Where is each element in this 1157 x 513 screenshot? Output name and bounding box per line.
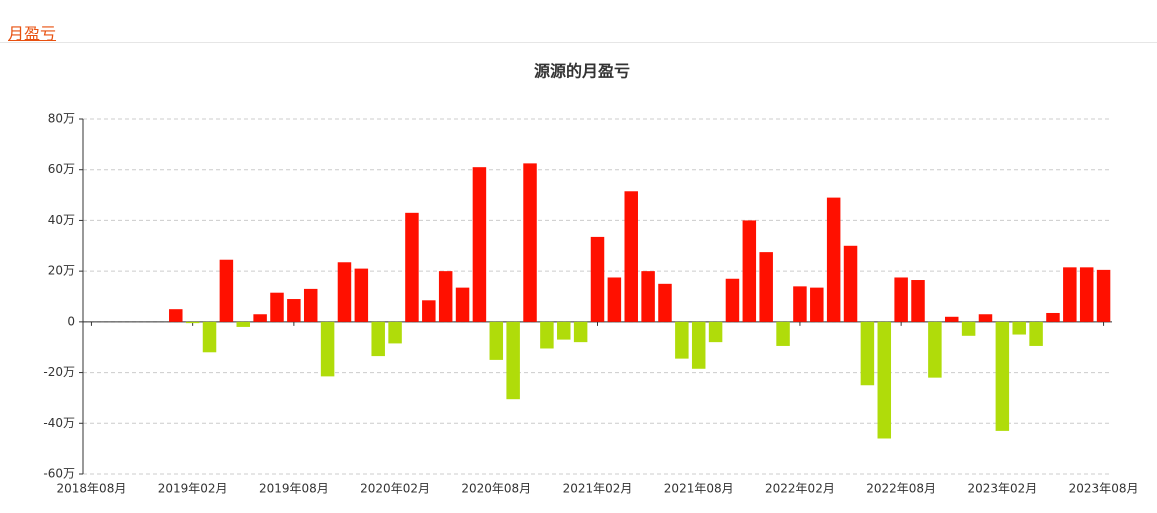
bar (371, 321, 385, 357)
y-tick-label: 20万 (48, 264, 75, 278)
bar (894, 277, 908, 322)
bar (202, 321, 217, 353)
bar (978, 314, 993, 322)
bar (1079, 267, 1094, 322)
divider (0, 42, 1157, 43)
bar (624, 191, 638, 322)
bar (641, 271, 655, 322)
bar (169, 309, 183, 322)
bar (810, 287, 824, 322)
bar (405, 212, 419, 322)
y-tick-label: 60万 (48, 162, 75, 176)
bar (422, 300, 436, 322)
bar (489, 321, 504, 360)
bar (438, 271, 453, 322)
bar (472, 167, 487, 322)
bar (557, 321, 571, 340)
tab-title[interactable]: 月盈亏 (8, 24, 57, 43)
bar (253, 314, 267, 322)
bar (877, 321, 892, 439)
bar (236, 321, 251, 327)
bar (742, 220, 757, 322)
bar (540, 321, 554, 349)
y-tick-label: 80万 (48, 112, 75, 126)
bar (354, 268, 369, 322)
bar (691, 321, 706, 369)
bar (675, 321, 689, 359)
x-tick-label: 2020年08月 (461, 482, 531, 496)
y-tick-label: 40万 (48, 213, 75, 227)
bar (185, 321, 200, 324)
x-tick-label: 2022年02月 (765, 482, 835, 496)
bar (944, 316, 959, 322)
bar (388, 321, 402, 344)
x-tick-label: 2023年02月 (967, 482, 1037, 496)
bar (928, 321, 942, 378)
bar (219, 259, 234, 322)
bar (320, 321, 335, 377)
bar (725, 278, 740, 322)
bar (590, 236, 605, 322)
bar (455, 287, 470, 322)
bar (573, 321, 588, 343)
bar (523, 163, 537, 322)
x-tick-label: 2019年08月 (259, 482, 329, 496)
x-tick-label: 2022年08月 (866, 482, 936, 496)
bar (860, 321, 875, 386)
x-tick-label: 2019年02月 (158, 482, 228, 496)
bar (1012, 321, 1026, 335)
bar (658, 283, 672, 322)
bar (759, 252, 773, 322)
y-tick-label: -40万 (43, 416, 75, 430)
bar (1096, 269, 1111, 322)
bar (270, 292, 284, 322)
bar (337, 262, 352, 322)
bar (1029, 321, 1043, 346)
x-tick-label: 2021年08月 (664, 482, 734, 496)
y-tick-label: 0 (67, 314, 75, 328)
bar (303, 288, 318, 322)
bar (793, 286, 807, 322)
bar (826, 197, 841, 322)
bar (1063, 267, 1077, 322)
bar (506, 321, 520, 400)
bar (843, 245, 858, 322)
x-tick-label: 2020年02月 (360, 482, 430, 496)
bar (708, 321, 723, 343)
bar (776, 321, 790, 346)
x-tick-label: 2021年02月 (563, 482, 633, 496)
bar (911, 280, 925, 322)
bar (995, 321, 1010, 431)
bar (961, 321, 976, 336)
bar (1046, 312, 1060, 322)
bar (607, 277, 622, 322)
y-tick-label: -60万 (43, 467, 75, 481)
bar (287, 299, 301, 322)
chart-title: 源源的月盈亏 (534, 62, 630, 81)
x-tick-label: 2018年08月 (57, 482, 127, 496)
x-tick-label: 2023年08月 (1069, 482, 1139, 496)
y-tick-label: -20万 (43, 365, 75, 379)
